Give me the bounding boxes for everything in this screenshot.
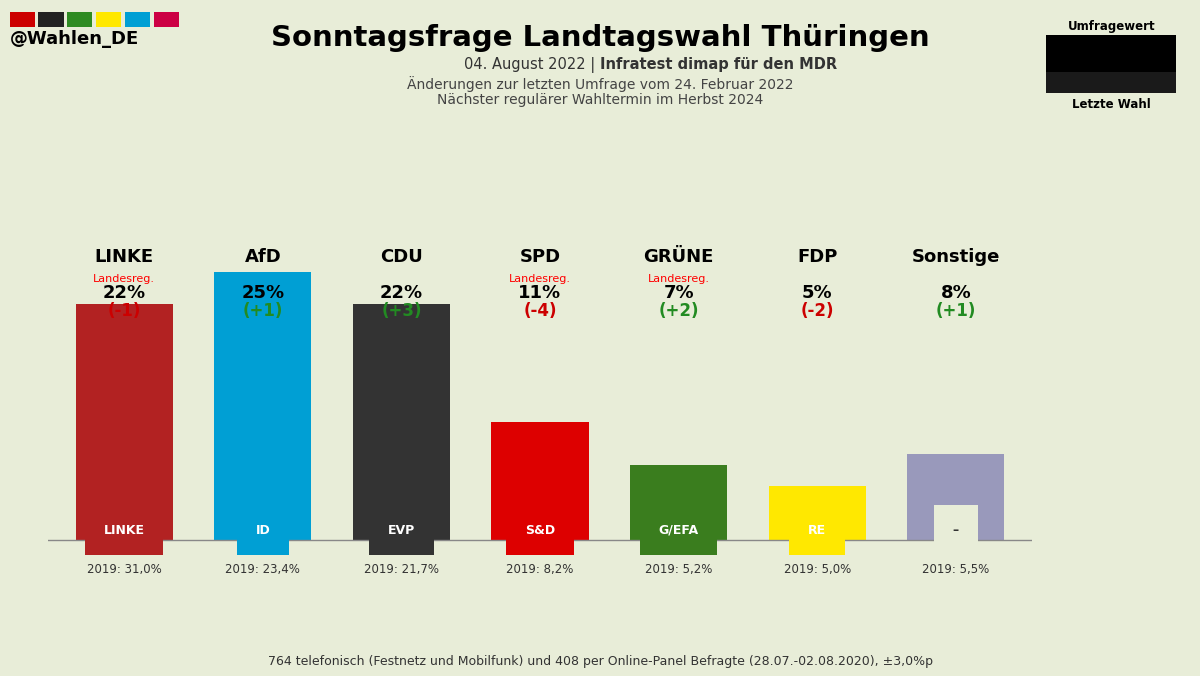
Text: Änderungen zur letzten Umfrage vom 24. Februar 2022: Änderungen zur letzten Umfrage vom 24. F…	[407, 76, 793, 92]
Text: 25%: 25%	[241, 284, 284, 301]
Text: 2019: 5,5%: 2019: 5,5%	[922, 563, 989, 577]
Text: Sonntagsfrage Landtagswahl Thüringen: Sonntagsfrage Landtagswahl Thüringen	[271, 24, 929, 51]
Text: 22%: 22%	[380, 284, 422, 301]
Text: Infratest dimap für den MDR: Infratest dimap für den MDR	[600, 57, 838, 72]
Text: EVP: EVP	[388, 524, 415, 537]
Text: (+2): (+2)	[659, 302, 698, 320]
Text: 11%: 11%	[518, 284, 562, 301]
Text: Landesreg.: Landesreg.	[94, 274, 155, 285]
Text: RE: RE	[808, 524, 827, 537]
Text: ID: ID	[256, 524, 270, 537]
Text: 2019: 21,7%: 2019: 21,7%	[364, 563, 439, 577]
Bar	[492, 422, 588, 540]
Text: G/EFA: G/EFA	[659, 524, 698, 537]
Text: Sonstige: Sonstige	[912, 248, 1000, 266]
Text: (+1): (+1)	[242, 302, 283, 320]
Text: (-4): (-4)	[523, 302, 557, 320]
Text: 2019: 31,0%: 2019: 31,0%	[86, 563, 162, 577]
Text: (+1): (+1)	[936, 302, 976, 320]
Text: 2019: 5,0%: 2019: 5,0%	[784, 563, 851, 577]
Text: Landesreg.: Landesreg.	[648, 274, 709, 285]
Text: (-2): (-2)	[800, 302, 834, 320]
Bar	[907, 454, 1004, 540]
Text: @Wahlen_DE: @Wahlen_DE	[10, 30, 139, 49]
Text: CDU: CDU	[380, 248, 422, 266]
Text: 22%: 22%	[103, 284, 145, 301]
Bar	[630, 464, 727, 540]
Text: 2019: 5,2%: 2019: 5,2%	[644, 563, 713, 577]
Text: Umfragewert: Umfragewert	[1067, 20, 1156, 33]
Text: LINKE: LINKE	[95, 248, 154, 266]
Text: 5%: 5%	[802, 284, 833, 301]
Text: 8%: 8%	[941, 284, 971, 301]
Text: 04. August 2022 |: 04. August 2022 |	[464, 57, 600, 74]
Text: Landesreg.: Landesreg.	[509, 274, 571, 285]
Text: SPD: SPD	[520, 248, 560, 266]
Text: EP-Fraktion: EP-Fraktion	[1075, 78, 1147, 87]
Text: 2019: 23,4%: 2019: 23,4%	[226, 563, 300, 577]
Text: Letzte Wahl: Letzte Wahl	[1072, 98, 1151, 111]
Text: GRÜNE: GRÜNE	[643, 248, 714, 266]
Bar	[769, 486, 865, 540]
Text: 2019: 8,2%: 2019: 8,2%	[506, 563, 574, 577]
Bar	[76, 304, 173, 540]
Text: (-1): (-1)	[108, 302, 140, 320]
Text: Nächster regulärer Wahltermin im Herbst 2024: Nächster regulärer Wahltermin im Herbst …	[437, 93, 763, 107]
Text: S&D: S&D	[524, 524, 556, 537]
Bar	[353, 304, 450, 540]
Text: AfD: AfD	[245, 248, 281, 266]
Text: LINKE: LINKE	[103, 524, 145, 537]
Text: 764 telefonisch (Festnetz und Mobilfunk) und 408 per Online-Panel Befragte (28.0: 764 telefonisch (Festnetz und Mobilfunk)…	[268, 655, 932, 668]
Text: FDP: FDP	[797, 248, 838, 266]
Text: –: –	[953, 524, 959, 537]
Bar	[215, 272, 311, 540]
Text: 7%: 7%	[664, 284, 694, 301]
Text: (+3): (+3)	[382, 302, 421, 320]
